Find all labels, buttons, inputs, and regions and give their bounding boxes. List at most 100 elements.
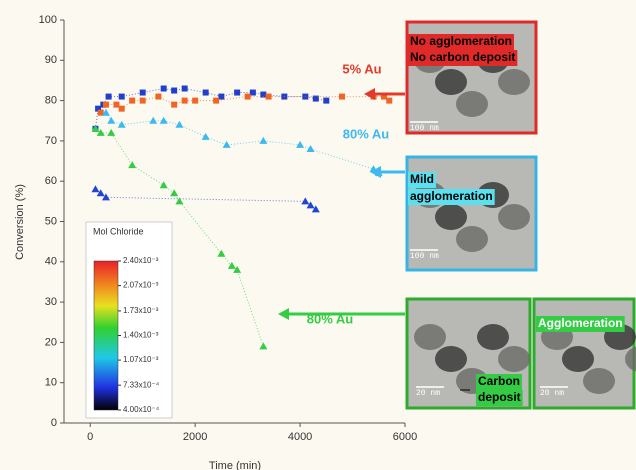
particle <box>435 204 467 230</box>
colorbar-tick-label: 4.00x10⁻⁴ <box>123 405 160 414</box>
scale-label: 20 nm <box>416 389 440 398</box>
data-point <box>213 97 220 104</box>
data-point <box>118 93 125 100</box>
y-tick-label: 10 <box>45 377 57 389</box>
data-point <box>323 97 330 104</box>
data-point <box>227 261 236 269</box>
label-background <box>408 50 518 66</box>
data-point <box>171 101 178 108</box>
data-point <box>192 97 199 104</box>
y-tick-label: 50 <box>45 215 57 227</box>
y-tick-label: 70 <box>45 135 57 147</box>
data-point <box>233 265 242 273</box>
colorbar-tick-label: 2.40x10⁻³ <box>123 256 159 265</box>
annotation: 80% Au <box>343 126 390 141</box>
data-point <box>107 128 116 136</box>
data-point <box>170 189 179 197</box>
data-point <box>306 201 315 209</box>
y-tick-label: 60 <box>45 175 57 187</box>
micrograph-panel: Agglomeration 20 nm <box>532 297 636 410</box>
data-point <box>129 97 136 104</box>
scale-label: 100 nm <box>410 124 439 133</box>
data-point <box>260 91 267 98</box>
data-point <box>175 197 184 205</box>
particle <box>562 346 594 372</box>
particle <box>498 69 530 95</box>
data-point <box>139 89 146 96</box>
data-point <box>339 93 346 100</box>
particle <box>498 204 530 230</box>
particle <box>498 346 530 372</box>
data-point <box>97 109 104 116</box>
particle <box>456 91 488 117</box>
y-tick-label: 0 <box>51 417 57 429</box>
data-point <box>244 93 251 100</box>
panel-label: No carbon deposit <box>410 50 515 64</box>
data-point <box>96 189 105 197</box>
x-tick-label: 6000 <box>393 431 417 443</box>
particle <box>456 226 488 252</box>
label-background <box>476 374 522 390</box>
x-tick-label: 0 <box>87 431 93 443</box>
particle <box>414 324 446 350</box>
panel-label: No agglomeration <box>410 34 512 48</box>
data-point <box>312 95 319 102</box>
y-tick-label: 80 <box>45 95 57 107</box>
label-background <box>536 316 625 332</box>
data-point <box>218 93 225 100</box>
y-tick-label: 100 <box>39 14 57 26</box>
arrow-head <box>370 166 381 178</box>
y-tick-label: 90 <box>45 54 57 66</box>
colorbar-title: Mol Chloride <box>93 226 144 236</box>
data-point <box>101 108 110 116</box>
y-tick-label: 40 <box>45 256 57 268</box>
data-point <box>160 85 167 92</box>
data-point <box>202 89 209 96</box>
data-point <box>217 249 226 257</box>
data-point <box>381 93 388 100</box>
data-point <box>265 93 272 100</box>
colorbar-tick-label: 2.07x10⁻³ <box>123 281 159 290</box>
data-point <box>222 140 231 148</box>
y-axis-label: Conversion (%) <box>14 184 26 260</box>
y-tick-label: 30 <box>45 296 57 308</box>
colorbar-tick-label: 7.33x10⁻⁴ <box>123 380 160 389</box>
data-point <box>306 144 315 152</box>
x-axis-label: Time (min) <box>209 460 261 470</box>
panel-label: Agglomeration <box>538 316 623 330</box>
data-point <box>159 181 168 189</box>
data-point <box>101 193 110 201</box>
data-point <box>107 116 116 124</box>
data-point <box>96 128 105 136</box>
scale-label: 100 nm <box>410 252 439 261</box>
panel-label: Carbon <box>478 374 520 388</box>
data-point <box>113 101 120 108</box>
data-point <box>301 197 310 205</box>
particle <box>435 346 467 372</box>
colorbar-tick-label: 1.07x10⁻³ <box>123 355 159 364</box>
data-point <box>249 89 256 96</box>
data-point <box>118 105 125 112</box>
particle <box>477 324 509 350</box>
particle <box>583 368 615 394</box>
data-point <box>311 205 320 213</box>
label-background <box>408 189 495 205</box>
data-point <box>128 161 137 169</box>
data-point <box>139 97 146 104</box>
panel-label: deposit <box>478 390 521 404</box>
data-point <box>91 185 100 193</box>
data-point <box>102 101 109 108</box>
data-point <box>201 132 210 140</box>
data-point <box>159 116 168 124</box>
arrow-head <box>278 308 289 320</box>
data-point <box>296 140 305 148</box>
data-point <box>234 89 241 96</box>
x-tick-label: 4000 <box>288 431 312 443</box>
data-point <box>181 85 188 92</box>
micrograph-panel: Mild agglomeration 100 nm <box>405 155 538 272</box>
data-point <box>91 124 100 132</box>
data-point <box>175 120 184 128</box>
data-point <box>149 116 158 124</box>
data-point <box>105 93 112 100</box>
label-background <box>476 390 523 406</box>
